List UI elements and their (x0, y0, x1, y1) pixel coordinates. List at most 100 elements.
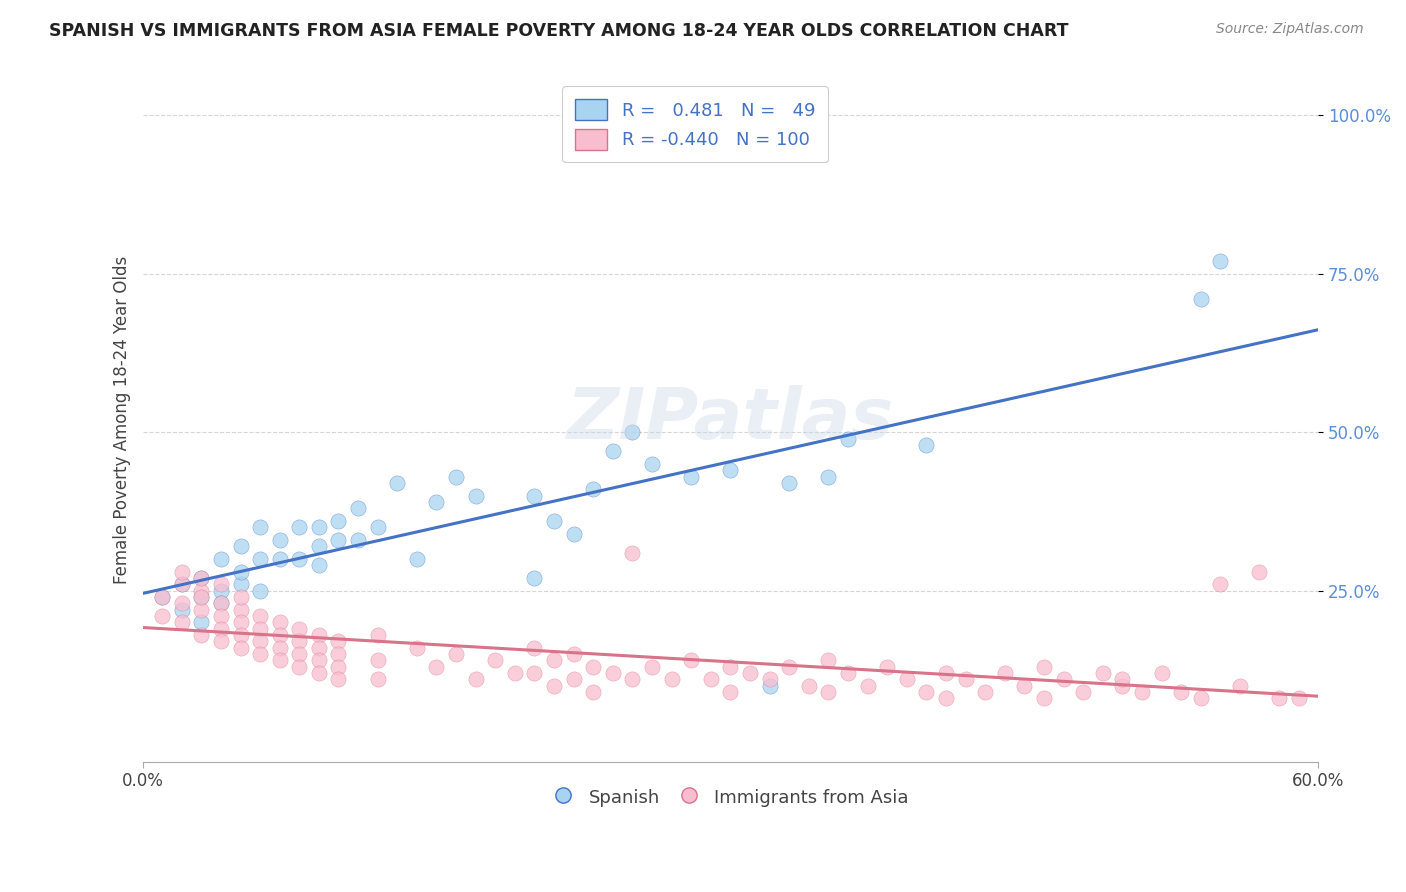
Point (328, 659, 350, 673)
Point (1091, 666, 1114, 681)
Point (444, 469, 467, 483)
Point (621, 673, 644, 687)
Point (288, 552, 311, 566)
Point (1111, 679, 1133, 693)
Point (582, 659, 605, 673)
Point (308, 539, 330, 553)
Point (328, 634, 350, 648)
Point (229, 615, 252, 630)
Point (190, 590, 212, 604)
Point (229, 628, 252, 642)
Point (543, 679, 565, 693)
Point (817, 653, 839, 667)
Point (347, 533, 370, 547)
Point (269, 552, 291, 566)
Point (308, 628, 330, 642)
Point (837, 666, 859, 681)
Point (308, 640, 330, 655)
Point (209, 596, 232, 610)
Point (641, 659, 664, 673)
Point (190, 583, 212, 598)
Point (249, 583, 271, 598)
Point (523, 640, 546, 655)
Point (229, 577, 252, 591)
Point (308, 653, 330, 667)
Point (1032, 691, 1054, 706)
Point (543, 514, 565, 528)
Point (1032, 659, 1054, 673)
Legend: Spanish, Immigrants from Asia: Spanish, Immigrants from Asia (546, 780, 915, 814)
Point (150, 609, 173, 624)
Point (523, 666, 546, 681)
Point (387, 475, 409, 490)
Point (758, 679, 780, 693)
Point (1014, 679, 1036, 693)
Point (170, 596, 193, 610)
Point (582, 483, 605, 497)
Point (641, 457, 664, 471)
Point (758, 673, 780, 687)
Point (190, 615, 212, 630)
Point (738, 666, 761, 681)
Point (209, 577, 232, 591)
Point (562, 647, 585, 661)
Point (209, 552, 232, 566)
Point (367, 653, 389, 667)
Point (700, 673, 723, 687)
Point (190, 590, 212, 604)
Point (249, 552, 271, 566)
Point (405, 552, 427, 566)
Point (718, 659, 741, 673)
Point (347, 501, 370, 516)
Point (367, 628, 389, 642)
Point (778, 659, 800, 673)
Point (229, 603, 252, 617)
Point (1130, 685, 1153, 699)
Y-axis label: Female Poverty Among 18-24 Year Olds: Female Poverty Among 18-24 Year Olds (114, 255, 131, 583)
Point (209, 622, 232, 636)
Point (876, 659, 898, 673)
Point (229, 539, 252, 553)
Point (170, 603, 193, 617)
Point (661, 673, 683, 687)
Point (562, 526, 585, 541)
Point (1189, 691, 1212, 706)
Text: Source: ZipAtlas.com: Source: ZipAtlas.com (1216, 22, 1364, 37)
Point (464, 673, 486, 687)
Point (994, 666, 1017, 681)
Point (817, 469, 839, 483)
Point (1229, 679, 1251, 693)
Point (523, 489, 546, 503)
Point (209, 583, 232, 598)
Point (778, 475, 800, 490)
Point (249, 634, 271, 648)
Point (464, 489, 486, 503)
Point (229, 565, 252, 579)
Point (444, 647, 467, 661)
Point (1268, 691, 1291, 706)
Point (602, 666, 624, 681)
Point (935, 666, 957, 681)
Point (896, 673, 918, 687)
Point (308, 558, 330, 573)
Point (308, 666, 330, 681)
Point (308, 520, 330, 534)
Point (190, 571, 212, 585)
Point (170, 565, 193, 579)
Point (582, 685, 605, 699)
Point (209, 609, 232, 624)
Point (150, 590, 173, 604)
Point (229, 590, 252, 604)
Point (681, 653, 703, 667)
Point (249, 647, 271, 661)
Point (1111, 673, 1133, 687)
Point (249, 520, 271, 534)
Point (1170, 685, 1192, 699)
Point (269, 533, 291, 547)
Text: ZIPatlas: ZIPatlas (567, 385, 894, 454)
Point (602, 444, 624, 458)
Point (288, 634, 311, 648)
Point (562, 673, 585, 687)
Point (681, 469, 703, 483)
Point (503, 666, 526, 681)
